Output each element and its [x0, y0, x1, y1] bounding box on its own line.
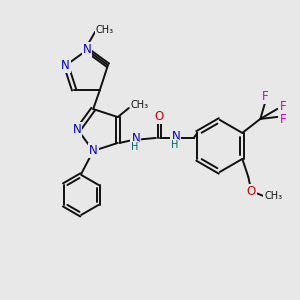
Text: H: H — [171, 140, 178, 150]
Text: F: F — [262, 90, 268, 104]
Text: N: N — [89, 144, 98, 158]
Text: CH₃: CH₃ — [96, 25, 114, 35]
Text: N: N — [82, 43, 91, 56]
Text: F: F — [280, 100, 286, 113]
Text: F: F — [280, 113, 286, 126]
Text: CH₃: CH₃ — [131, 100, 149, 110]
Text: N: N — [131, 132, 140, 146]
Text: CH₃: CH₃ — [264, 191, 282, 201]
Text: O: O — [247, 185, 256, 198]
Text: N: N — [61, 59, 70, 72]
Text: N: N — [73, 123, 81, 136]
Text: N: N — [171, 130, 180, 143]
Text: O: O — [155, 110, 164, 123]
Text: H: H — [131, 142, 139, 152]
